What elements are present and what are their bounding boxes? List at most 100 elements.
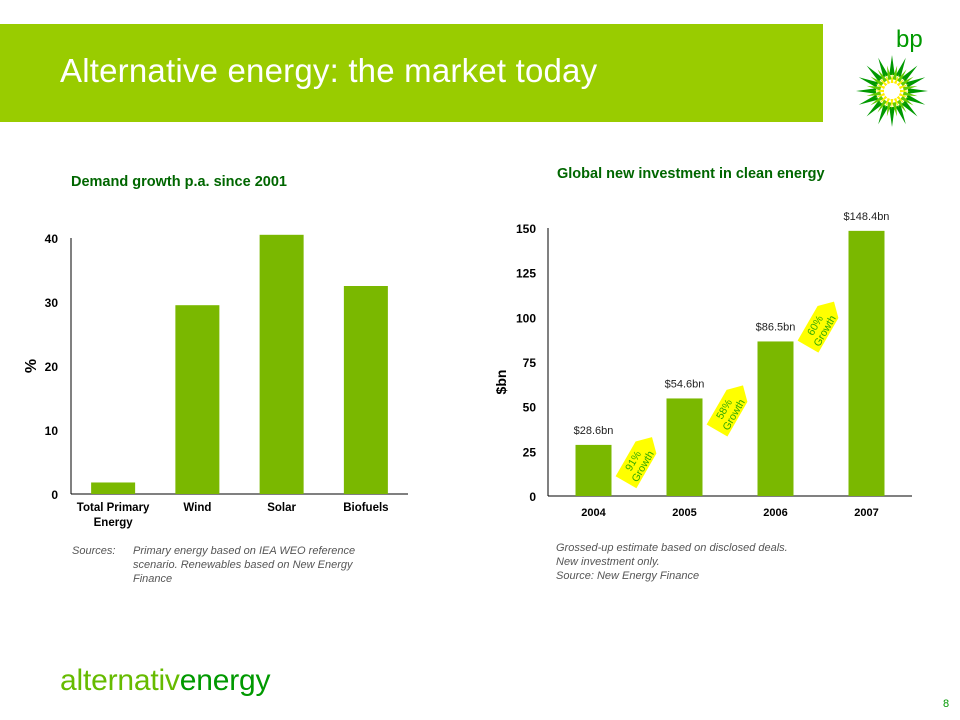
y-tick-label: 25	[523, 445, 537, 459]
left-chart-title: Demand growth p.a. since 2001	[71, 174, 287, 190]
footer-wordmark: alternativenergy	[60, 664, 270, 698]
x-tick-label: 2005	[672, 507, 696, 519]
right-notes-line: Source: New Energy Finance	[556, 570, 700, 582]
logo-petal	[896, 69, 907, 83]
logo-petal	[889, 55, 895, 76]
logo-petal	[875, 92, 886, 98]
page-title: Alternative energy: the market today	[60, 52, 598, 89]
bar	[848, 230, 885, 496]
right-chart-title: Global new investment in clean energy	[557, 166, 825, 182]
logo-petal	[887, 65, 892, 81]
data-label: $86.5bn	[756, 321, 796, 333]
footer-word-part2: energy	[179, 664, 271, 697]
growth-arrow: 60%Growth	[797, 301, 839, 353]
logo-petal	[898, 92, 909, 99]
logo-petal	[905, 77, 926, 88]
logo-petal	[895, 57, 906, 78]
x-tick-label: Wind	[183, 502, 211, 514]
y-tick-label: 0	[51, 488, 58, 502]
y-axis-label: %	[23, 359, 40, 373]
logo-petal	[896, 95, 905, 104]
logo-petal	[884, 97, 891, 108]
logo-petal	[877, 69, 888, 83]
right-notes-line: New investment only.	[556, 556, 660, 568]
logo-petal	[858, 77, 879, 88]
bar	[666, 398, 703, 496]
logo-petal	[866, 100, 883, 117]
logo-petal	[907, 88, 928, 94]
data-label: $148.4bn	[844, 211, 890, 223]
y-tick-label: 40	[45, 232, 59, 246]
logo-petal	[899, 89, 910, 93]
bar	[757, 341, 794, 496]
y-tick-label: 50	[523, 401, 537, 415]
bp-helios-logo-icon	[856, 55, 928, 127]
logo-petal	[885, 74, 891, 85]
x-tick-label: Solar	[267, 502, 296, 514]
y-tick-label: 125	[516, 267, 536, 281]
logo-petal	[889, 106, 895, 127]
data-label: $54.6bn	[665, 378, 705, 390]
bar	[91, 482, 136, 494]
logo-center	[884, 83, 900, 99]
logo-petal	[870, 76, 884, 87]
growth-arrow: 91%Growth	[615, 437, 657, 489]
logo-petal	[866, 91, 882, 96]
growth-arrow-shape	[615, 437, 657, 489]
logo-petal	[879, 95, 888, 104]
x-tick-label: Biofuels	[343, 502, 388, 514]
logo-petal	[874, 89, 885, 93]
logo-petal	[895, 104, 906, 125]
y-tick-label: 0	[529, 490, 536, 504]
y-tick-label: 30	[45, 296, 59, 310]
left-sources-text: Primary energy based on IEA WEO referenc…	[133, 544, 355, 586]
logo-petal	[892, 101, 897, 117]
logo-petal	[870, 95, 884, 106]
footer-word-part1: alternativ	[60, 664, 180, 697]
logo-petal	[893, 97, 899, 108]
logo-petal	[879, 78, 888, 87]
x-tick-label: Total Primary	[77, 502, 150, 514]
y-tick-label: 10	[45, 424, 59, 438]
bar	[575, 444, 612, 496]
data-label: $28.6bn	[574, 425, 614, 437]
growth-arrow-shape	[797, 301, 839, 353]
logo-petal	[901, 65, 918, 82]
logo-petal	[858, 94, 879, 105]
logo-petal	[886, 101, 892, 117]
x-tick-label: 2004	[581, 507, 606, 519]
y-axis-label: $bn	[493, 370, 509, 395]
logo-petal	[890, 98, 894, 109]
title-bar	[0, 24, 823, 122]
logo-petal	[900, 76, 914, 87]
y-tick-label: 20	[45, 360, 59, 374]
logo-petal	[890, 73, 894, 84]
logo-petal	[878, 57, 889, 78]
logo-petal	[877, 99, 888, 113]
logo-petal	[905, 94, 926, 105]
demand-growth-chart: 0 10 20 30 40% Total Primary Energy Wind Solar Bi…	[23, 232, 408, 529]
y-tick-label: 75	[523, 356, 537, 370]
logo-petal	[896, 99, 907, 113]
bar	[259, 234, 304, 495]
logo-petal	[902, 91, 918, 97]
logo-petal	[898, 84, 909, 90]
right-notes-line: Grossed-up estimate based on disclosed d…	[556, 542, 788, 554]
logo-petal	[896, 78, 905, 87]
growth-arrow: 58%Growth	[706, 385, 748, 437]
logo-petal	[866, 65, 883, 82]
y-tick-label: 100	[516, 311, 536, 325]
left-sources-label: Sources:	[72, 545, 116, 557]
bar	[175, 305, 220, 494]
logo-petal	[901, 100, 918, 117]
logo-petal	[892, 65, 898, 81]
x-tick-label: 2006	[763, 507, 787, 519]
logo-petal	[893, 74, 900, 85]
growth-arrow-shape	[706, 385, 748, 437]
logo-petal	[866, 85, 882, 91]
x-tick-label: Energy	[94, 517, 134, 529]
x-tick-label: 2007	[854, 507, 878, 519]
logo-petal	[875, 83, 886, 90]
logo-petal	[856, 88, 877, 94]
logo-petal	[878, 104, 889, 125]
